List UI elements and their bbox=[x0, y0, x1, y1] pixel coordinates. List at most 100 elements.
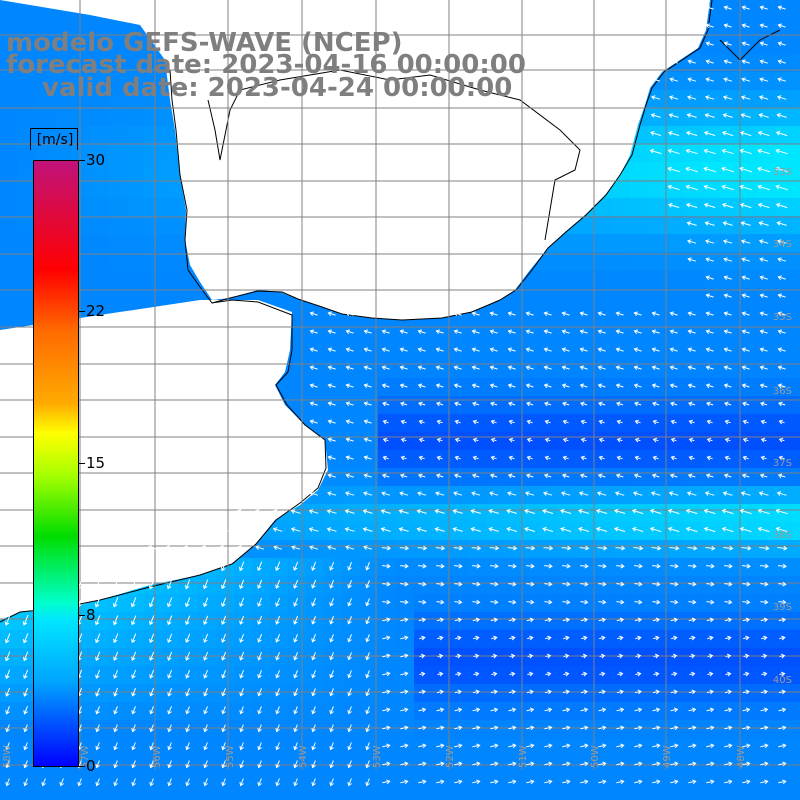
wind-arrow bbox=[561, 383, 570, 389]
wind-arrow bbox=[166, 579, 173, 590]
wind-cell bbox=[504, 594, 522, 612]
wind-arrow bbox=[742, 581, 751, 587]
wind-arrow bbox=[743, 653, 750, 659]
wind-cell bbox=[684, 558, 702, 576]
wind-cell bbox=[396, 396, 414, 414]
wind-arrows bbox=[4, 5, 789, 787]
wind-arrow bbox=[418, 725, 427, 731]
wind-arrow bbox=[167, 778, 172, 787]
wind-arrow bbox=[400, 617, 409, 623]
wind-cell bbox=[774, 126, 792, 144]
wind-arrow bbox=[757, 202, 770, 209]
wind-cell bbox=[594, 594, 612, 612]
land-north bbox=[0, 0, 710, 320]
wind-cell bbox=[720, 774, 738, 792]
wind-arrow bbox=[508, 743, 517, 749]
wind-arrow bbox=[489, 473, 498, 479]
wind-cell bbox=[576, 414, 594, 432]
wind-arrow bbox=[526, 743, 535, 749]
wind-cell bbox=[792, 234, 800, 252]
wind-cell bbox=[342, 738, 360, 756]
wind-cell bbox=[558, 468, 576, 486]
wind-arrow bbox=[436, 599, 445, 605]
wind-arrow bbox=[471, 545, 482, 551]
wind-cell bbox=[540, 486, 558, 504]
wind-cell bbox=[342, 432, 360, 450]
wind-arrow bbox=[23, 724, 28, 733]
wind-cell bbox=[630, 342, 648, 360]
wind-cell bbox=[468, 540, 486, 558]
wind-arrow bbox=[293, 579, 299, 589]
wind-cell bbox=[432, 792, 450, 800]
wind-arrow bbox=[149, 633, 155, 644]
wind-arrow bbox=[687, 59, 696, 65]
wind-arrow bbox=[723, 383, 732, 389]
wind-cell bbox=[432, 702, 450, 720]
wind-arrow bbox=[362, 509, 373, 514]
wind-arrow bbox=[345, 419, 354, 425]
wind-cell bbox=[792, 288, 800, 306]
wind-cell bbox=[774, 180, 792, 198]
wind-arrow bbox=[598, 563, 607, 569]
wind-cell bbox=[0, 702, 18, 720]
wind-arrow bbox=[508, 707, 517, 713]
wind-arrow bbox=[757, 526, 770, 533]
wind-cell bbox=[414, 342, 432, 360]
wind-cell bbox=[450, 468, 468, 486]
wind-arrow bbox=[543, 545, 554, 551]
wind-arrow bbox=[149, 615, 155, 626]
wind-cell bbox=[684, 234, 702, 252]
wind-cell bbox=[648, 522, 666, 540]
wind-cell bbox=[414, 576, 432, 594]
wind-cell bbox=[0, 306, 18, 324]
wind-cell bbox=[540, 450, 558, 468]
wind-arrow bbox=[471, 383, 480, 389]
wind-cell bbox=[774, 738, 792, 756]
wind-cell bbox=[630, 396, 648, 414]
wind-arrow bbox=[490, 599, 499, 605]
wind-arrow bbox=[436, 563, 445, 569]
wind-arrow bbox=[327, 473, 336, 479]
wind-arrow bbox=[455, 653, 462, 659]
wind-cell bbox=[126, 144, 144, 162]
wind-arrow bbox=[635, 671, 642, 677]
wind-cell bbox=[234, 720, 252, 738]
wind-cell bbox=[504, 468, 522, 486]
wind-arrow bbox=[616, 455, 623, 461]
wind-cell bbox=[306, 612, 324, 630]
wind-arrow bbox=[382, 401, 390, 407]
wind-cell bbox=[468, 720, 486, 738]
wind-cell bbox=[252, 540, 270, 558]
wind-cell bbox=[738, 522, 756, 540]
wind-cell bbox=[756, 144, 774, 162]
wind-cell bbox=[756, 594, 774, 612]
wind-cell bbox=[144, 162, 162, 180]
wind-cell bbox=[756, 270, 774, 288]
wind-cell bbox=[576, 558, 594, 576]
wind-cell bbox=[288, 630, 306, 648]
wind-cell bbox=[108, 252, 126, 270]
wind-arrow bbox=[616, 761, 625, 767]
wind-cell bbox=[450, 594, 468, 612]
wind-cell bbox=[540, 270, 558, 288]
wind-arrow bbox=[670, 689, 678, 695]
wind-cell bbox=[756, 378, 774, 396]
wind-cell bbox=[414, 468, 432, 486]
wind-arrow bbox=[454, 563, 463, 569]
wind-cell bbox=[504, 774, 522, 792]
wind-arrow bbox=[778, 761, 787, 767]
wind-arrow bbox=[167, 688, 172, 697]
wind-cell bbox=[198, 630, 216, 648]
wind-cell bbox=[108, 72, 126, 90]
wind-arrow bbox=[329, 706, 334, 715]
wind-arrow bbox=[5, 760, 10, 769]
wind-arrow bbox=[524, 509, 536, 514]
wind-cell bbox=[108, 684, 126, 702]
wind-cell bbox=[270, 612, 288, 630]
wind-cell bbox=[540, 702, 558, 720]
wind-cell bbox=[72, 36, 90, 54]
wind-arrow bbox=[580, 617, 589, 623]
longitude-label: 50W bbox=[590, 745, 601, 768]
wind-arrow bbox=[221, 615, 227, 626]
wind-arrow bbox=[329, 670, 334, 679]
